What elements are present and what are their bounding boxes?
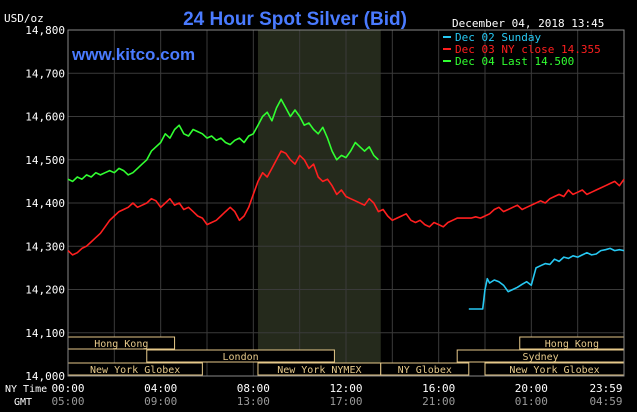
market-session-label: New York NYMEX: [277, 365, 361, 376]
market-session-label: New York Globex: [509, 365, 599, 376]
chart-title: 24 Hour Spot Silver (Bid): [183, 9, 407, 30]
x-tick-label-ny: 04:00: [144, 382, 177, 395]
x-tick-label-gmt: 05:00: [51, 395, 84, 408]
x-tick-label-ny: 23:59: [589, 382, 622, 395]
y-axis-label: USD/oz: [4, 12, 44, 25]
y-tick-label: 14,300: [25, 240, 65, 253]
legend-entry: Dec 02 Sunday: [455, 31, 541, 44]
legend-entry: Dec 04 Last 14.500: [455, 55, 574, 68]
x-tick-label-gmt: 17:00: [329, 395, 362, 408]
x-tick-label-gmt: 09:00: [144, 395, 177, 408]
plot-frame: [67, 29, 625, 377]
row-label-gmt: GMT: [14, 397, 32, 408]
y-tick-label: 14,000: [25, 370, 65, 383]
y-tick-label: 14,800: [25, 24, 65, 37]
y-tick-label: 14,100: [25, 327, 65, 340]
market-session-label: London: [223, 352, 259, 363]
x-tick-label-ny: 12:00: [329, 382, 362, 395]
y-tick-label: 14,200: [25, 284, 65, 297]
y-tick-label: 14,600: [25, 111, 65, 124]
timestamp: December 04, 2018 13:45: [452, 17, 604, 30]
series-line: [67, 98, 379, 183]
market-session-label: Hong Kong: [545, 339, 599, 350]
site-watermark: www.kitco.com: [71, 45, 195, 64]
x-tick-label-gmt: 04:59: [589, 395, 622, 408]
legend-entry: Dec 03 NY close 14.355: [455, 43, 601, 56]
series-line: [468, 247, 625, 310]
x-tick-label-gmt: 13:00: [237, 395, 270, 408]
x-tick-label-ny: 16:00: [422, 382, 455, 395]
y-tick-label: 14,500: [25, 154, 65, 167]
x-tick-label-ny: 00:00: [51, 382, 84, 395]
x-tick-label-ny: 08:00: [237, 382, 270, 395]
x-tick-label-ny: 20:00: [515, 382, 548, 395]
market-session-box: [380, 362, 470, 376]
market-session-label: Sydney: [523, 352, 559, 363]
x-tick-label-gmt: 01:00: [515, 395, 548, 408]
market-session-label: Hong Kong: [94, 339, 148, 350]
y-tick-label: 14,700: [25, 67, 65, 80]
x-tick-label-gmt: 21:00: [422, 395, 455, 408]
y-tick-label: 14,400: [25, 197, 65, 210]
market-session-box: [146, 349, 335, 363]
row-label-ny-time: NY Time: [5, 384, 47, 395]
market-session-label: NY Globex: [398, 365, 452, 376]
market-session-label: New York Globex: [90, 365, 180, 376]
series-line: [67, 150, 625, 256]
